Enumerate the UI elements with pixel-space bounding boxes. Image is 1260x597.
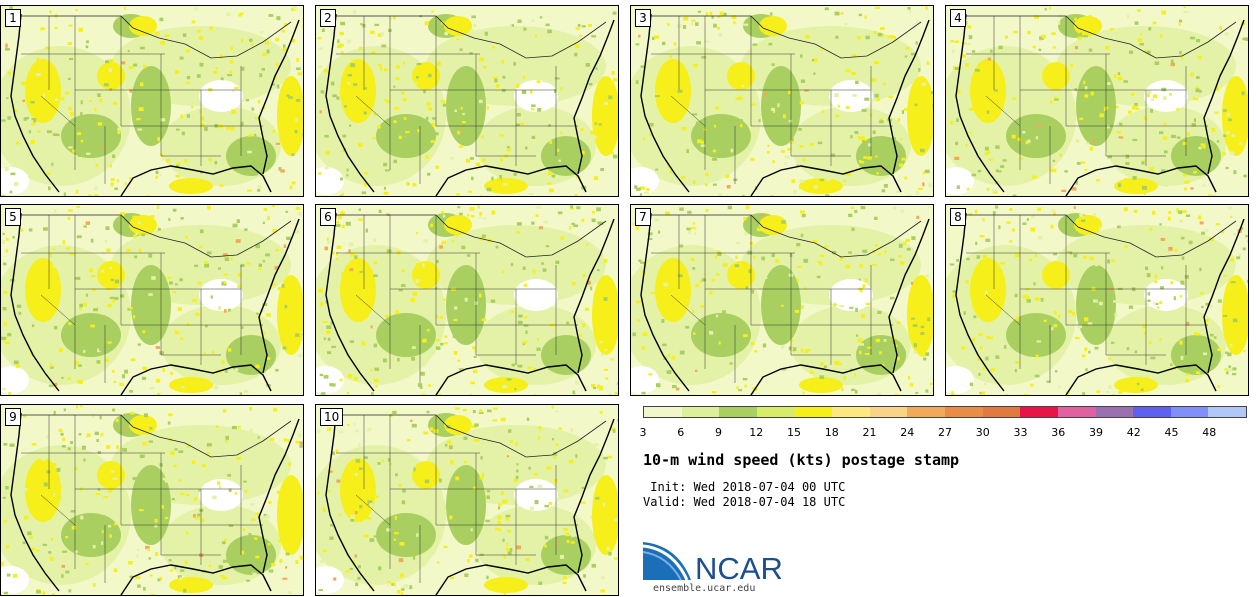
wind-speed-map (316, 405, 618, 595)
map-panel: 7 (630, 204, 934, 396)
colorbar-tick-label: 39 (1089, 426, 1103, 439)
member-label: 10 (320, 408, 344, 426)
colorbar-swatch (1057, 407, 1096, 417)
colorbar-swatch (869, 407, 908, 417)
wind-speed-map (316, 205, 618, 395)
map-panel: 8 (945, 204, 1249, 396)
colorbar-swatch (1095, 407, 1134, 417)
wind-speed-map (1, 6, 303, 196)
colorbar-swatch (832, 407, 870, 417)
map-panel: 4 (945, 5, 1249, 197)
colorbar-swatch (644, 407, 682, 417)
member-label: 2 (320, 9, 336, 27)
wind-speed-map (946, 205, 1248, 395)
colorbar-tick-label: 33 (1013, 426, 1028, 439)
member-label: 8 (950, 208, 966, 226)
colorbar-tick-label: 15 (787, 426, 801, 439)
wind-speed-map (1, 205, 303, 395)
wind-speed-map (946, 6, 1248, 196)
member-label: 6 (320, 208, 336, 226)
wind-speed-map (631, 6, 933, 196)
ncar-logo-text: NCAR (695, 551, 783, 584)
colorbar-tick-label: 6 (677, 426, 685, 439)
map-panel: 2 (315, 5, 619, 197)
map-panel: 3 (630, 5, 934, 197)
colorbar (643, 406, 1247, 418)
colorbar-swatch (945, 407, 983, 417)
map-panel: 1 (0, 5, 304, 197)
colorbar-swatch (1133, 407, 1171, 417)
colorbar-swatch (1170, 407, 1209, 417)
source-url: ensemble.ucar.edu (653, 583, 756, 594)
colorbar-tick-label: 12 (749, 426, 764, 439)
colorbar-swatch (1020, 407, 1058, 417)
colorbar-swatch (794, 407, 833, 417)
colorbar-tick-label: 36 (1051, 426, 1066, 439)
member-label: 4 (950, 9, 966, 27)
colorbar-tick-label: 21 (862, 426, 877, 439)
wind-speed-map (316, 10, 618, 196)
colorbar-tick-label: 48 (1202, 426, 1217, 439)
member-label: 3 (635, 9, 651, 27)
colorbar-tick-label: 9 (715, 426, 722, 439)
colorbar-swatch (719, 407, 757, 417)
ncar-logo: NCAR (643, 542, 783, 584)
map-panel: 6 (315, 204, 619, 396)
colorbar-tick-label: 30 (975, 426, 990, 439)
map-panel: 10 (315, 404, 619, 596)
colorbar-tick-label: 24 (900, 426, 915, 439)
wind-speed-map (631, 205, 933, 395)
colorbar-tick-label: 42 (1126, 426, 1141, 439)
map-panel: 5 (0, 204, 304, 396)
member-label: 1 (5, 9, 21, 27)
member-label: 9 (5, 408, 21, 426)
valid-time: Valid: Wed 2018-07-04 18 UTC (643, 495, 846, 509)
colorbar-tick-label: 3 (639, 426, 647, 439)
colorbar-tick-label: 45 (1164, 426, 1179, 439)
legend-title: 10-m wind speed (kts) postage stamp (643, 451, 960, 469)
member-label: 7 (635, 208, 651, 226)
map-panel: 9 (0, 404, 304, 596)
colorbar-tick-label: 18 (824, 426, 839, 439)
colorbar-swatch (982, 407, 1021, 417)
colorbar-swatch (681, 407, 720, 417)
colorbar-swatch (1208, 407, 1246, 417)
member-label: 5 (5, 208, 21, 226)
colorbar-tick-label: 27 (938, 426, 952, 439)
colorbar-swatch (756, 407, 795, 417)
colorbar-swatch (907, 407, 945, 417)
wind-speed-map (1, 405, 303, 595)
init-time: Init: Wed 2018-07-04 00 UTC (643, 480, 846, 494)
